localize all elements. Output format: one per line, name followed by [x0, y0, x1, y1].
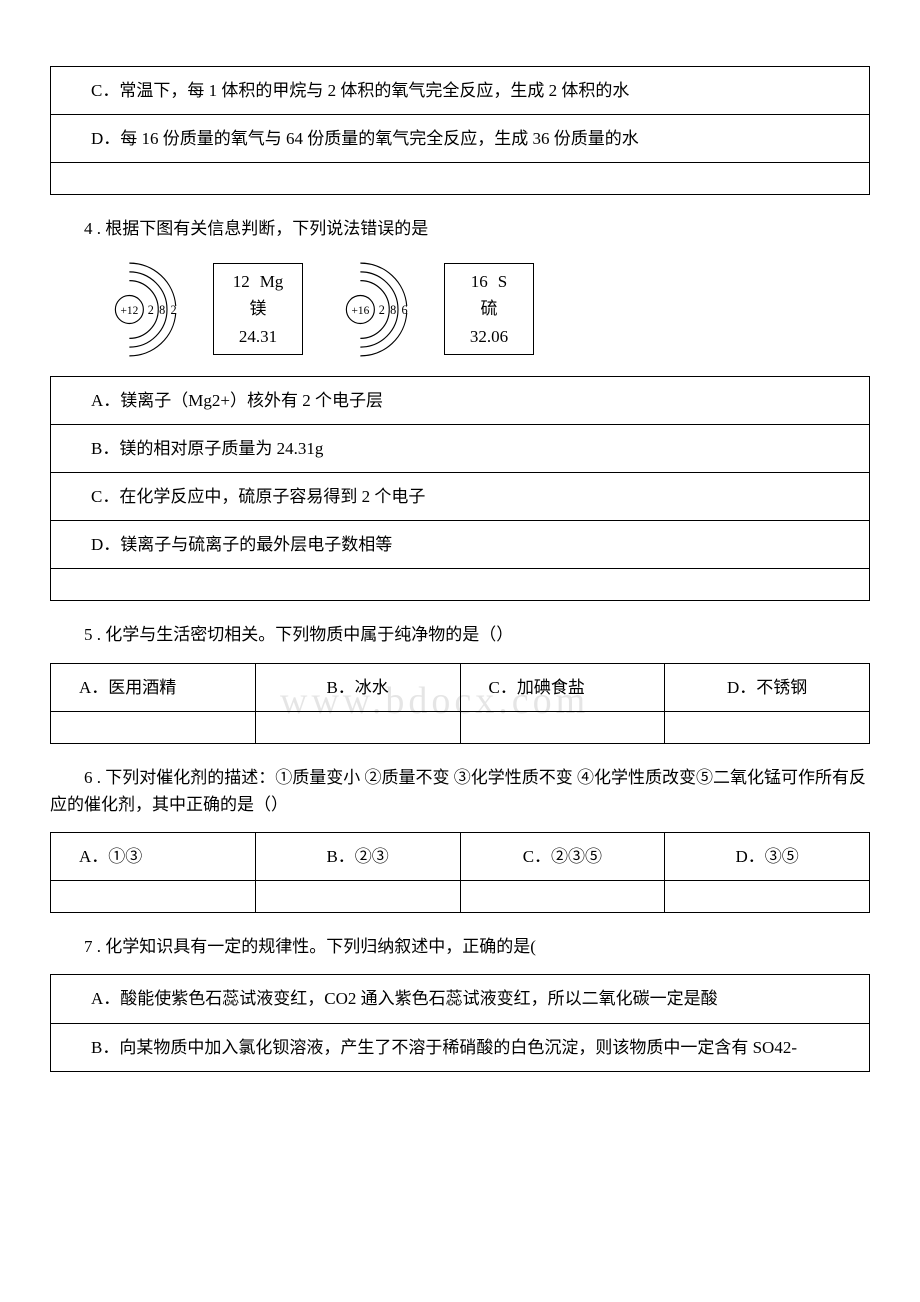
mg-shell-diagram: +12 2 8 2	[90, 257, 195, 362]
q7-options-table: A．酸能使紫色石蕊试液变红，CO2 通入紫色石蕊试液变红，所以二氧化碳一定是酸 …	[50, 974, 870, 1071]
q4-option-d: D．镁离子与硫离子的最外层电子数相等	[51, 521, 870, 569]
mg-number: 12	[233, 268, 250, 295]
q6-option-d: D．③⑤	[665, 833, 870, 881]
q5-option-c: C．加碘食盐	[460, 663, 665, 711]
q4-diagram-row: +12 2 8 2 12 Mg 镁 24.31 +16	[90, 257, 870, 362]
q4-option-a: A．镁离子（Mg2+）核外有 2 个电子层	[51, 376, 870, 424]
q7-option-a: A．酸能使紫色石蕊试液变红，CO2 通入紫色石蕊试液变红，所以二氧化碳一定是酸	[51, 975, 870, 1023]
s-mass: 32.06	[470, 323, 508, 350]
mg-shell-2: 8	[159, 302, 165, 316]
s-shell-2: 8	[390, 302, 396, 316]
mg-nucleus-charge: +12	[120, 304, 138, 316]
q5-option-d: D．不锈钢	[665, 663, 870, 711]
s-shell-diagram: +16 2 8 6	[321, 257, 426, 362]
q5-options-table: A．医用酒精 B．冰水 C．加碘食盐 D．不锈钢	[50, 663, 870, 744]
q6-stem: 6 . 下列对催化剂的描述：①质量变小 ②质量不变 ③化学性质不变 ④化学性质改…	[50, 764, 870, 818]
q7-option-b: B．向某物质中加入氯化钡溶液，产生了不溶于稀硝酸的白色沉淀，则该物质中一定含有 …	[51, 1023, 870, 1071]
q4-options-table: A．镁离子（Mg2+）核外有 2 个电子层 B．镁的相对原子质量为 24.31g…	[50, 376, 870, 602]
q5-option-a: A．医用酒精	[51, 663, 256, 711]
q6-option-c: C．②③⑤	[460, 833, 665, 881]
q6-option-a: A．①③	[51, 833, 256, 881]
q5-option-b: B．冰水	[255, 663, 460, 711]
q4-option-b: B．镁的相对原子质量为 24.31g	[51, 424, 870, 472]
q6-option-b: B．②③	[255, 833, 460, 881]
q4-option-c: C．在化学反应中，硫原子容易得到 2 个电子	[51, 472, 870, 520]
s-number: 16	[471, 268, 488, 295]
q3-empty-cell	[51, 163, 870, 195]
q3-option-c: C．常温下，每 1 体积的甲烷与 2 体积的氧气完全反应，生成 2 体积的水	[51, 67, 870, 115]
q3-option-d: D．每 16 份质量的氧气与 64 份质量的氧气完全反应，生成 36 份质量的水	[51, 115, 870, 163]
mg-symbol: Mg	[260, 268, 284, 295]
mg-shell-1: 2	[148, 302, 154, 316]
page-container: C．常温下，每 1 体积的甲烷与 2 体积的氧气完全反应，生成 2 体积的水 D…	[50, 66, 870, 1072]
mg-shell-3: 2	[171, 302, 177, 316]
s-nucleus-charge: +16	[351, 304, 369, 316]
s-name: 硫	[481, 295, 498, 322]
mg-name: 镁	[250, 295, 267, 322]
q4-stem: 4 . 根据下图有关信息判断，下列说法错误的是	[50, 215, 870, 242]
mg-element-box: 12 Mg 镁 24.31	[213, 263, 303, 355]
mg-mass: 24.31	[239, 323, 277, 350]
q6-options-table: A．①③ B．②③ C．②③⑤ D．③⑤	[50, 832, 870, 913]
s-element-box: 16 S 硫 32.06	[444, 263, 534, 355]
s-shell-1: 2	[379, 302, 385, 316]
s-shell-3: 6	[402, 302, 408, 316]
q7-stem: 7 . 化学知识具有一定的规律性。下列归纳叙述中，正确的是(	[50, 933, 870, 960]
q5-stem: 5 . 化学与生活密切相关。下列物质中属于纯净物的是（）	[50, 621, 870, 648]
q4-empty-cell	[51, 569, 870, 601]
q3-options-table: C．常温下，每 1 体积的甲烷与 2 体积的氧气完全反应，生成 2 体积的水 D…	[50, 66, 870, 195]
s-symbol: S	[498, 268, 507, 295]
